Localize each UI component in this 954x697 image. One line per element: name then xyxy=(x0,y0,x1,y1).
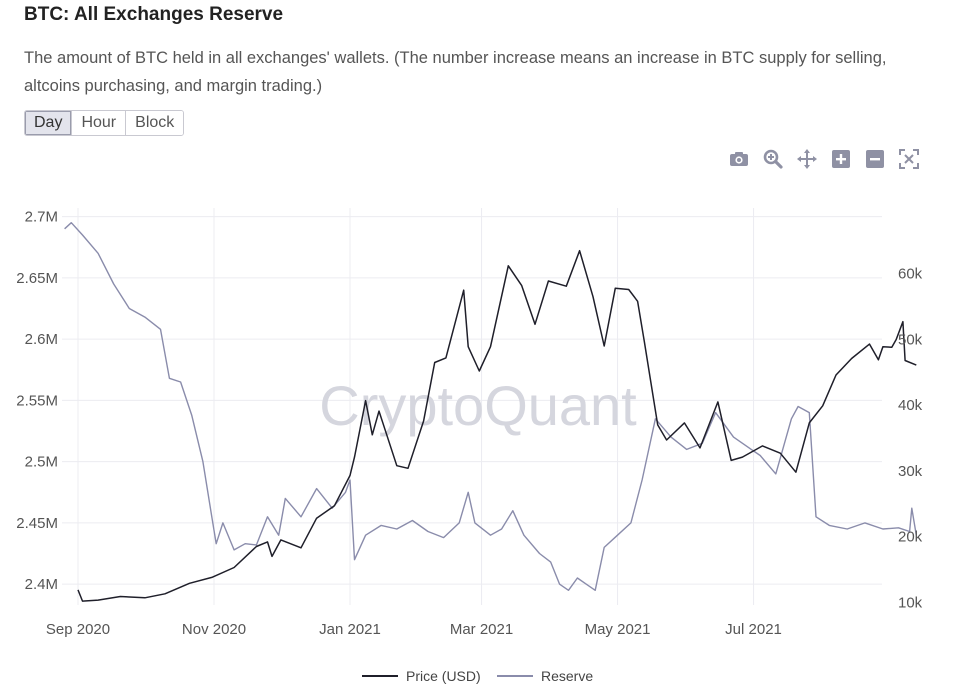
y-right-tick-label: 60k xyxy=(898,266,923,283)
tab-hour[interactable]: Hour xyxy=(71,111,126,135)
tab-day[interactable]: Day xyxy=(25,111,72,135)
pan-icon[interactable] xyxy=(796,148,818,170)
y-left-tick-label: 2.6M xyxy=(25,331,58,348)
camera-icon[interactable] xyxy=(728,148,750,170)
y-left-tick-label: 2.55M xyxy=(16,392,58,409)
x-tick-label: Sep 2020 xyxy=(46,621,110,638)
series-line-reserve xyxy=(64,222,917,591)
chart-title: BTC: All Exchanges Reserve xyxy=(24,4,284,25)
y-right-tick-label: 20k xyxy=(898,529,923,546)
y-right-tick-label: 40k xyxy=(898,397,923,414)
zoom-in-icon[interactable] xyxy=(830,148,852,170)
autoscale-icon[interactable] xyxy=(898,148,920,170)
legend-label: Reserve xyxy=(541,668,593,684)
chart-description: The amount of BTC held in all exchanges'… xyxy=(24,49,887,95)
y-right-tick-label: 50k xyxy=(898,331,923,348)
watermark: CryptoQuant xyxy=(319,374,637,437)
chart-toolbar xyxy=(728,148,920,170)
legend-label: Price (USD) xyxy=(406,668,481,684)
x-tick-label: May 2021 xyxy=(585,621,651,638)
y-left-tick-label: 2.65M xyxy=(16,270,58,287)
y-left-tick-label: 2.45M xyxy=(16,515,58,532)
tab-block[interactable]: Block xyxy=(125,111,184,135)
interval-tabs: Day Hour Block xyxy=(24,110,185,136)
y-left-tick-label: 2.5M xyxy=(25,454,58,471)
series-line-price-usd xyxy=(77,249,917,602)
x-tick-label: Jan 2021 xyxy=(319,621,381,638)
y-right-tick-label: 10k xyxy=(898,594,923,611)
y-left-tick-label: 2.7M xyxy=(25,209,58,226)
y-right-tick-label: 30k xyxy=(898,463,923,480)
x-tick-label: Jul 2021 xyxy=(725,621,782,638)
zoom-icon[interactable] xyxy=(762,148,784,170)
y-left-tick-label: 2.4M xyxy=(25,576,58,593)
x-tick-label: Nov 2020 xyxy=(182,621,246,638)
zoom-out-icon[interactable] xyxy=(864,148,886,170)
x-tick-label: Mar 2021 xyxy=(450,621,513,638)
